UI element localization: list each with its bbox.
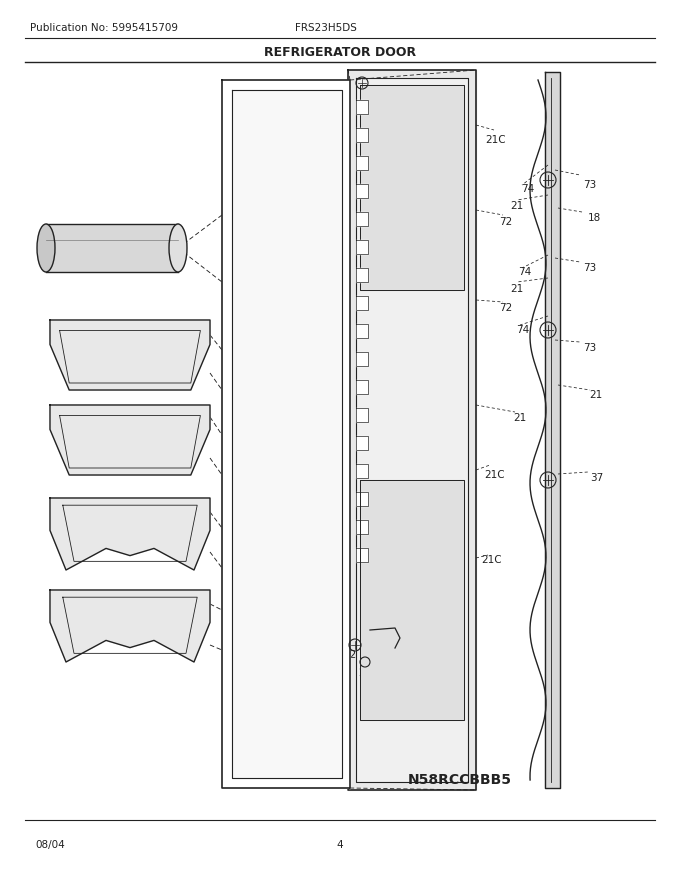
Text: 4: 4: [85, 627, 91, 637]
Text: 37: 37: [590, 473, 604, 483]
Polygon shape: [356, 548, 368, 562]
Text: 21A: 21A: [358, 668, 378, 678]
Text: 18: 18: [588, 213, 600, 223]
Text: 22: 22: [343, 650, 356, 660]
Text: 21: 21: [590, 390, 602, 400]
Text: 13: 13: [392, 620, 405, 630]
Polygon shape: [348, 70, 476, 790]
Text: 49: 49: [82, 355, 95, 365]
Text: 21C: 21C: [486, 135, 507, 145]
Text: 72: 72: [499, 303, 513, 313]
Text: 49: 49: [82, 433, 95, 443]
Text: 21: 21: [513, 413, 526, 423]
Polygon shape: [356, 156, 368, 170]
Polygon shape: [50, 590, 210, 662]
Polygon shape: [356, 520, 368, 534]
Text: 2: 2: [258, 170, 265, 180]
Polygon shape: [356, 324, 368, 338]
Text: 7: 7: [85, 230, 91, 240]
Text: 74: 74: [518, 267, 532, 277]
Polygon shape: [356, 436, 368, 450]
Text: 72: 72: [499, 217, 513, 227]
Polygon shape: [50, 405, 210, 475]
Bar: [46, 224, 178, 272]
Text: 73: 73: [583, 180, 596, 190]
Text: 22B: 22B: [385, 87, 405, 97]
Text: 21C: 21C: [481, 555, 503, 565]
Polygon shape: [356, 464, 368, 478]
Polygon shape: [360, 85, 464, 290]
Text: N58RCCBBB5: N58RCCBBB5: [408, 773, 512, 787]
Polygon shape: [50, 320, 210, 390]
Polygon shape: [356, 296, 368, 310]
Polygon shape: [360, 480, 464, 720]
Text: 74: 74: [516, 325, 530, 335]
Text: 08/04: 08/04: [35, 840, 65, 850]
Text: 21C: 21C: [485, 470, 505, 480]
Text: FRS23H5DS: FRS23H5DS: [295, 23, 357, 33]
Text: 15: 15: [426, 105, 439, 115]
Polygon shape: [356, 492, 368, 506]
Polygon shape: [356, 78, 468, 782]
Polygon shape: [232, 90, 342, 778]
Polygon shape: [356, 408, 368, 422]
Polygon shape: [356, 240, 368, 254]
Polygon shape: [50, 498, 210, 570]
Text: 74: 74: [522, 184, 534, 194]
Polygon shape: [356, 184, 368, 198]
Text: REFRIGERATOR DOOR: REFRIGERATOR DOOR: [264, 46, 416, 58]
Polygon shape: [222, 80, 350, 788]
Polygon shape: [356, 212, 368, 226]
Polygon shape: [356, 128, 368, 142]
Ellipse shape: [169, 224, 187, 272]
Ellipse shape: [37, 224, 55, 272]
Text: 21: 21: [511, 201, 524, 211]
Polygon shape: [356, 380, 368, 394]
Polygon shape: [356, 352, 368, 366]
Text: 21: 21: [511, 284, 524, 294]
Polygon shape: [356, 268, 368, 282]
Polygon shape: [356, 100, 368, 114]
Text: 73: 73: [583, 343, 596, 353]
Text: 73: 73: [583, 263, 596, 273]
Text: Publication No: 5995415709: Publication No: 5995415709: [30, 23, 178, 33]
Text: 4: 4: [85, 535, 91, 545]
Polygon shape: [545, 72, 560, 788]
Text: 4: 4: [337, 840, 343, 850]
